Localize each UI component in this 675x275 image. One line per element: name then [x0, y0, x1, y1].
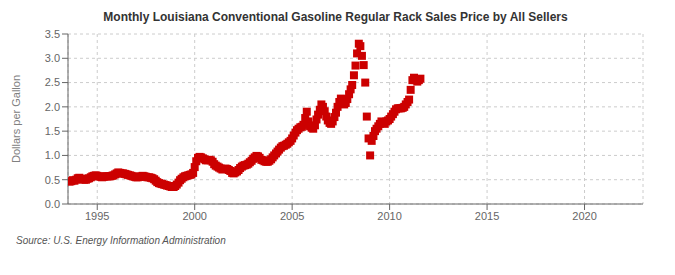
svg-text:1.5: 1.5	[45, 125, 60, 137]
svg-text:3.0: 3.0	[45, 52, 60, 64]
svg-text:2000: 2000	[182, 210, 206, 222]
svg-text:0.5: 0.5	[45, 174, 60, 186]
svg-text:0.0: 0.0	[45, 198, 60, 210]
svg-text:2005: 2005	[280, 210, 304, 222]
html-text:Source: U.S. Energy Informatio: Source: U.S. Energy Information Administ…	[16, 235, 226, 246]
svg-text:1.0: 1.0	[45, 149, 60, 161]
svg-text:1995: 1995	[85, 210, 109, 222]
svg-text:Dollars per Gallon: Dollars per Gallon	[10, 75, 22, 163]
html-text:Monthly Louisiana Conventional: Monthly Louisiana Conventional Gasoline …	[103, 10, 568, 24]
svg-text:2.0: 2.0	[45, 101, 60, 113]
svg-text:2.5: 2.5	[45, 76, 60, 88]
svg-text:3.5: 3.5	[45, 28, 60, 40]
svg-text:2020: 2020	[572, 210, 596, 222]
svg-text:2010: 2010	[377, 210, 401, 222]
svg-text:2015: 2015	[475, 210, 499, 222]
